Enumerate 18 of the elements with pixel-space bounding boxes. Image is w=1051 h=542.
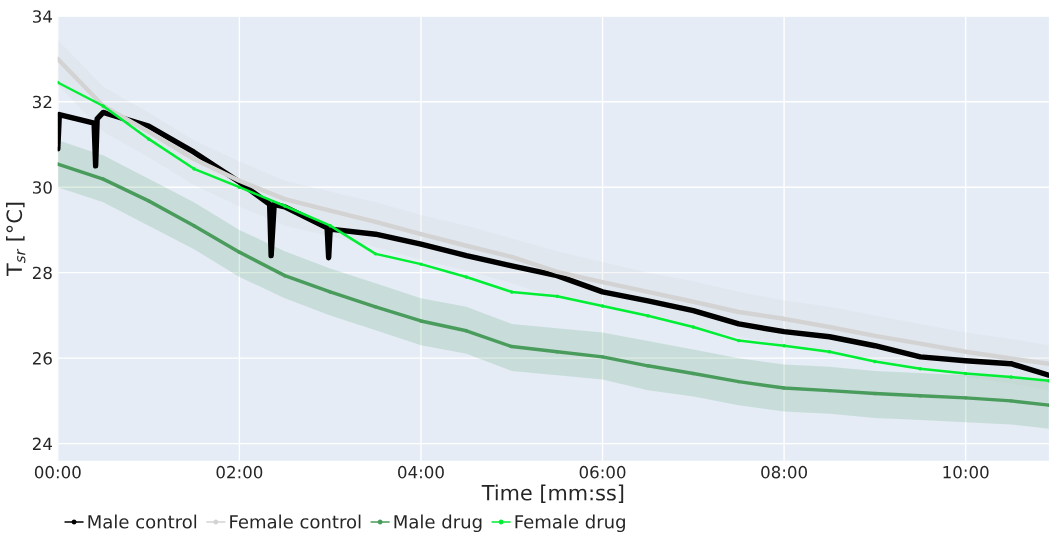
y-tick-label: 34 xyxy=(33,10,53,23)
x-tick-label: 02:00 xyxy=(216,465,263,479)
x-tick-label: 08:00 xyxy=(761,465,808,479)
x-tick-label: 10:00 xyxy=(943,465,989,479)
y-tick-label: 30 xyxy=(33,181,52,194)
legend-label: Female drug xyxy=(515,514,625,533)
y-tick-label: 32 xyxy=(33,95,52,109)
x-tick-label: 06:00 xyxy=(579,465,626,479)
legend-label: Male control xyxy=(88,514,197,529)
x-axis-title: Time [mm:ss] xyxy=(481,484,624,504)
y-tick-label: 24 xyxy=(32,437,53,450)
y-tick-label: 28 xyxy=(32,266,52,280)
x-tick-label: 00:00 xyxy=(34,465,81,479)
legend-label: Male drug xyxy=(394,514,482,533)
y-tick-label: 26 xyxy=(32,352,52,365)
x-tick-label: 04:00 xyxy=(398,465,444,479)
legend-label: Female control xyxy=(230,514,361,529)
y-axis-title: T$_{sr}$ [°C] xyxy=(6,202,26,277)
